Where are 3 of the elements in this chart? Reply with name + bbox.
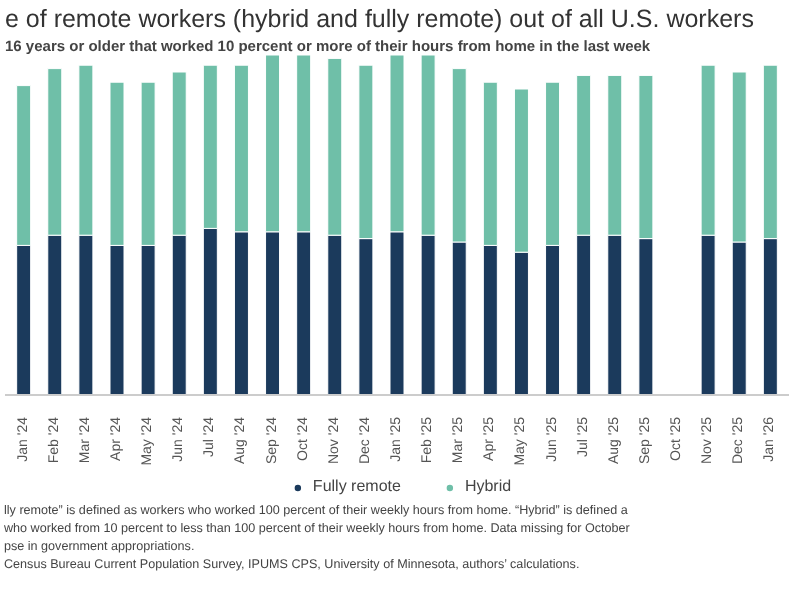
chart-title: e of remote workers (hybrid and fully remote) out of all U.S. workers <box>5 5 754 33</box>
legend-label: Fully remote <box>312 477 401 495</box>
legend-label: Hybrid <box>464 477 512 495</box>
